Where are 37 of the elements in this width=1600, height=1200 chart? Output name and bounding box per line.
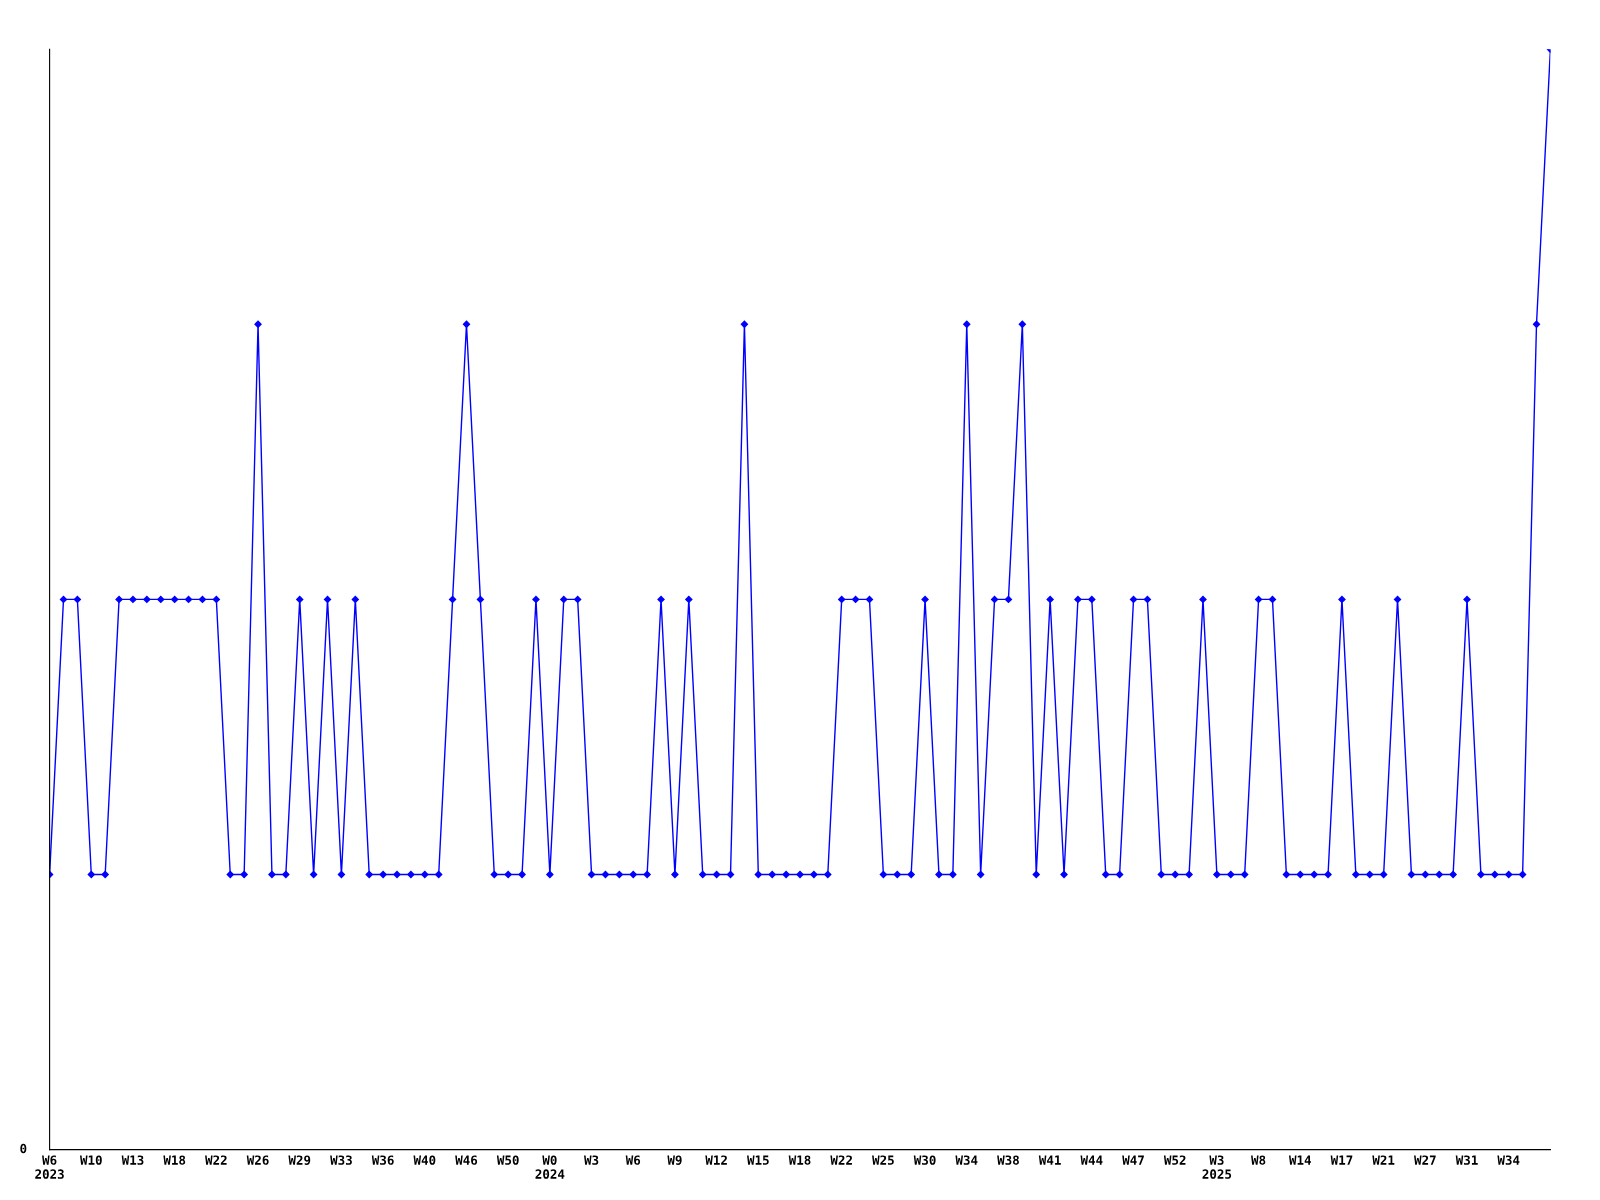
x-tick-label: W17 <box>1330 1155 1353 1165</box>
x-tick-label: W0 2024 <box>535 1155 565 1179</box>
text: 0 <box>20 1143 27 1154</box>
x-tick-label: W15 <box>747 1155 769 1165</box>
x-tick-label: W33 <box>330 1155 352 1165</box>
x-tick-label: W34 <box>1497 1155 1520 1165</box>
x-tick-label: W6 2023 <box>35 1155 64 1179</box>
x-tick-label: W6 <box>625 1155 641 1165</box>
x-tick-label: W47 <box>1122 1155 1144 1165</box>
x-tick-label: W52 <box>1163 1155 1186 1165</box>
x-tick-label: W8 <box>1251 1155 1266 1165</box>
x-tick-label: W26 <box>246 1155 269 1165</box>
x-tick-label: W22 <box>205 1155 227 1165</box>
x-tick-label: W3 <box>584 1155 599 1165</box>
x-tick-label: W36 <box>371 1155 394 1165</box>
x-tick-label: W18 <box>788 1155 811 1165</box>
x-tick-label: W38 <box>997 1155 1019 1165</box>
x-tick-label: W9 <box>667 1155 682 1165</box>
x-tick-label: W31 <box>1455 1155 1478 1165</box>
x-tick-label: W50 <box>496 1155 519 1165</box>
x-tick-label: W12 <box>705 1155 727 1165</box>
x-tick-label: W29 <box>288 1155 311 1165</box>
x-tick-label: W46 <box>455 1155 478 1165</box>
x-tick-label: W40 <box>413 1155 436 1165</box>
x-tick-label: W44 <box>1080 1155 1103 1165</box>
x-tick-label: W18 <box>163 1155 186 1165</box>
x-tick-label: W13 <box>121 1155 144 1165</box>
x-tick-label: W27 <box>1414 1155 1436 1165</box>
x-tick-label: W41 <box>1038 1155 1061 1165</box>
x-tick-label: W25 <box>872 1155 894 1165</box>
x-tick-label: W30 <box>913 1155 936 1165</box>
x-tick-label: W3 2025 <box>1202 1155 1232 1179</box>
x-tick-label: W10 <box>80 1155 102 1165</box>
x-tick-label: W21 <box>1372 1155 1395 1165</box>
x-tick-label: W14 <box>1288 1155 1311 1165</box>
x-tick-label: W22 <box>830 1155 852 1165</box>
x-tick-label: W34 <box>955 1155 978 1165</box>
